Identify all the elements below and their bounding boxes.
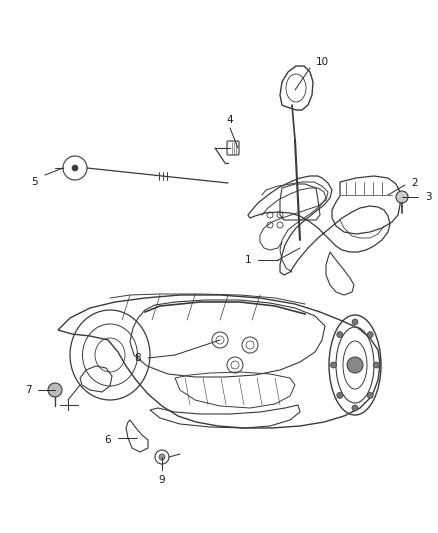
Text: 1: 1 <box>245 255 251 265</box>
Circle shape <box>48 383 62 397</box>
Text: 4: 4 <box>227 115 233 125</box>
Text: 8: 8 <box>135 353 141 363</box>
Text: 3: 3 <box>425 192 431 202</box>
Text: 5: 5 <box>32 177 38 187</box>
Text: 2: 2 <box>412 178 418 188</box>
Circle shape <box>367 332 373 337</box>
Circle shape <box>367 392 373 398</box>
Text: 7: 7 <box>25 385 31 395</box>
Text: 10: 10 <box>315 57 328 67</box>
Circle shape <box>396 191 408 203</box>
Circle shape <box>347 357 363 373</box>
Circle shape <box>352 319 358 325</box>
Circle shape <box>72 165 78 171</box>
Text: 9: 9 <box>159 475 165 485</box>
Circle shape <box>337 332 343 337</box>
Circle shape <box>159 454 165 460</box>
Circle shape <box>331 362 336 368</box>
Text: 6: 6 <box>105 435 111 445</box>
Circle shape <box>337 392 343 398</box>
Circle shape <box>374 362 379 368</box>
Circle shape <box>352 405 358 411</box>
